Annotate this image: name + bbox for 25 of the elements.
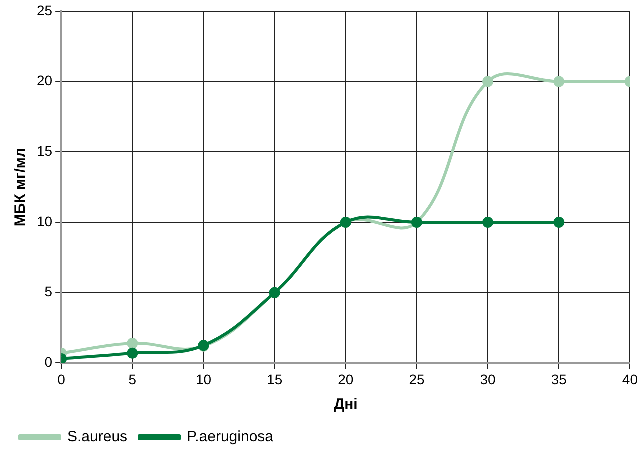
y-tick-label: 10 (36, 213, 53, 230)
point (554, 216, 565, 228)
y-tick-label: 15 (36, 142, 53, 159)
legend-label: S.aureus (68, 428, 128, 446)
x-tick-label: 40 (622, 371, 638, 388)
point (482, 76, 494, 88)
point (554, 76, 565, 88)
y-tick-label: 20 (36, 72, 53, 89)
x-tick-label: 5 (128, 371, 137, 388)
x-tick-label: 10 (196, 371, 212, 388)
x-tick-label: 0 (58, 371, 66, 388)
x-tick-label: 30 (480, 371, 496, 388)
x-tick-label: 25 (409, 371, 425, 388)
point (127, 338, 138, 349)
point (127, 348, 138, 359)
y-tick-label: 25 (36, 2, 53, 18)
x-tick-label: 35 (551, 371, 568, 388)
legend-label: P.aeruginosa (187, 428, 274, 446)
x-tick-label: 20 (338, 371, 354, 388)
point (482, 216, 494, 228)
y-axis-title: МБК мг/мл (12, 148, 30, 227)
y-tick-label: 5 (44, 284, 53, 300)
y-tick-label: 0 (44, 354, 53, 370)
x-tick-label: 15 (267, 371, 283, 388)
x-axis-title: Дні (334, 396, 358, 414)
